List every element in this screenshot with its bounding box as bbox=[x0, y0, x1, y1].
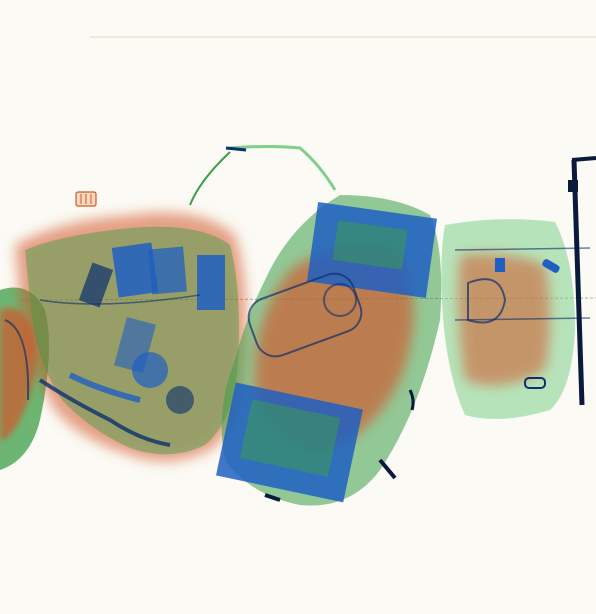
small-box-item bbox=[75, 191, 97, 207]
metal-frame-bracket bbox=[568, 156, 596, 406]
clutter-bag-electronics bbox=[15, 151, 247, 462]
small-bag-right bbox=[441, 219, 591, 419]
rolling-suitcase bbox=[216, 145, 442, 506]
